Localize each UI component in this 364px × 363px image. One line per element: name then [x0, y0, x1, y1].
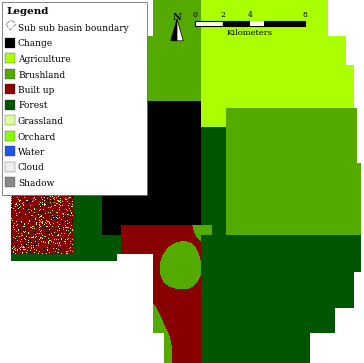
Text: 8: 8: [302, 11, 308, 19]
FancyBboxPatch shape: [2, 2, 147, 195]
Text: Shadow: Shadow: [18, 179, 54, 188]
Bar: [195, 21, 222, 26]
Bar: [250, 21, 264, 26]
Bar: [5, 99, 15, 110]
Text: Agriculture: Agriculture: [18, 55, 71, 64]
Bar: [222, 21, 250, 26]
Bar: [5, 53, 15, 63]
Text: Sub sub basin boundary: Sub sub basin boundary: [18, 24, 129, 33]
Text: Built up: Built up: [18, 86, 54, 95]
Text: N: N: [173, 13, 181, 22]
Text: Grassland: Grassland: [18, 117, 64, 126]
Bar: [5, 131, 15, 140]
Polygon shape: [171, 19, 177, 41]
Bar: [5, 84, 15, 94]
Text: 0: 0: [193, 11, 197, 19]
Polygon shape: [177, 19, 183, 41]
Text: Cloud: Cloud: [18, 163, 45, 172]
Text: Kilometers: Kilometers: [227, 29, 273, 37]
Text: Water: Water: [18, 148, 46, 157]
Text: Legend: Legend: [6, 7, 48, 16]
Bar: [5, 115, 15, 125]
Bar: [5, 37, 15, 48]
Bar: [5, 146, 15, 156]
Bar: [250, 21, 305, 26]
Text: 4: 4: [248, 11, 253, 19]
Text: Change: Change: [18, 40, 53, 49]
Text: Orchard: Orchard: [18, 132, 56, 142]
Text: 2: 2: [220, 11, 225, 19]
Bar: [5, 177, 15, 187]
Text: Brushland: Brushland: [18, 70, 65, 79]
Text: Forest: Forest: [18, 102, 47, 110]
Bar: [5, 69, 15, 78]
Bar: [5, 162, 15, 171]
